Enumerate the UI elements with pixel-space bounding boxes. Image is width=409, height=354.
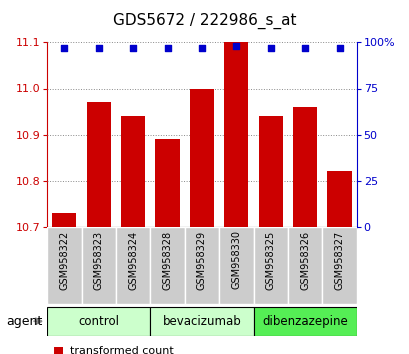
FancyBboxPatch shape (81, 227, 116, 304)
Point (95, 45, 102, 51)
FancyBboxPatch shape (253, 307, 356, 336)
Bar (292, 107, 317, 227)
FancyBboxPatch shape (321, 227, 356, 304)
Text: GSM958326: GSM958326 (299, 230, 309, 290)
Bar (86, 102, 110, 227)
FancyBboxPatch shape (287, 227, 321, 304)
Bar (327, 171, 351, 227)
Bar (155, 139, 179, 227)
FancyBboxPatch shape (150, 307, 253, 336)
Text: bevacizumab: bevacizumab (162, 315, 241, 328)
Bar (52, 213, 76, 227)
Bar (258, 116, 282, 227)
Text: GSM958329: GSM958329 (196, 230, 207, 290)
Point (130, 45, 136, 51)
Point (301, 45, 308, 51)
Text: GSM958323: GSM958323 (94, 230, 103, 290)
FancyBboxPatch shape (116, 227, 150, 304)
FancyBboxPatch shape (184, 227, 218, 304)
Bar (224, 42, 248, 227)
Point (61, 45, 67, 51)
FancyBboxPatch shape (47, 307, 150, 336)
FancyBboxPatch shape (253, 227, 287, 304)
Text: GSM958324: GSM958324 (128, 230, 138, 290)
Point (198, 45, 204, 51)
Text: GSM958328: GSM958328 (162, 230, 172, 290)
FancyBboxPatch shape (218, 227, 253, 304)
Text: GDS5672 / 222986_s_at: GDS5672 / 222986_s_at (113, 12, 296, 29)
Text: control: control (78, 315, 119, 328)
Text: transformed count: transformed count (70, 346, 173, 354)
Text: GSM958330: GSM958330 (231, 230, 241, 290)
Point (164, 45, 171, 51)
Text: GSM958327: GSM958327 (334, 230, 344, 290)
Bar (189, 88, 213, 227)
Text: dibenzazepine: dibenzazepine (262, 315, 347, 328)
Point (335, 45, 342, 51)
Point (267, 45, 273, 51)
Text: agent: agent (6, 315, 42, 328)
Point (232, 43, 239, 49)
FancyBboxPatch shape (150, 227, 184, 304)
Bar (121, 116, 145, 227)
FancyBboxPatch shape (47, 227, 81, 304)
Text: ■: ■ (53, 344, 64, 354)
Text: GSM958325: GSM958325 (265, 230, 275, 290)
Text: GSM958322: GSM958322 (59, 230, 69, 290)
